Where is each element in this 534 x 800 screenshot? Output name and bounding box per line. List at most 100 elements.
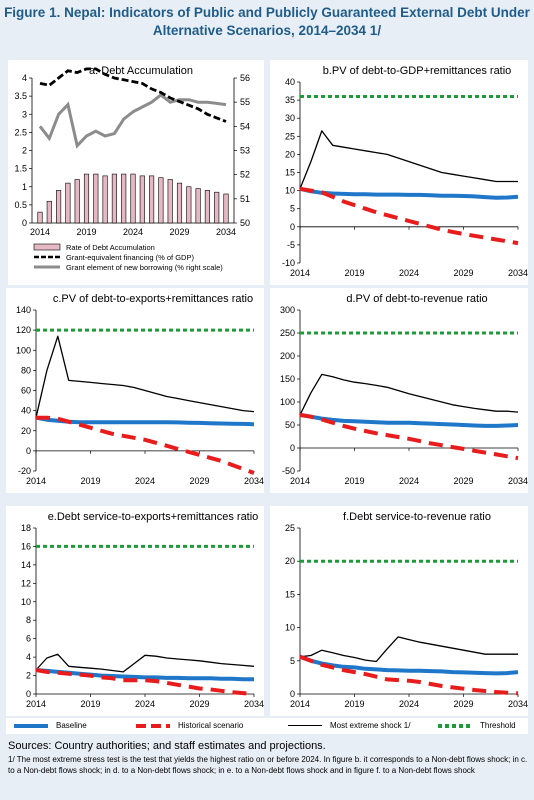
legend-item-historical: Historical scenario bbox=[136, 721, 243, 730]
series-line-baseline-e bbox=[35, 668, 254, 682]
y-tick-label-e: 14 bbox=[21, 560, 31, 570]
y-tick-label-a: 4 bbox=[22, 73, 27, 83]
y-tick-label-f: 15 bbox=[285, 589, 295, 599]
y-tick-label-c: 20 bbox=[21, 426, 31, 436]
y-tick-label-e: 8 bbox=[26, 615, 31, 625]
footnote: 1/ The most extreme stress test is the t… bbox=[8, 755, 528, 775]
chart-panel-e: e.Debt service-to-exports+remittances ra… bbox=[6, 506, 264, 716]
legend-label-historical: Historical scenario bbox=[178, 721, 244, 730]
y-tick-label-e: 6 bbox=[26, 634, 31, 644]
x-tick-label-c: 2019 bbox=[80, 476, 100, 486]
series-line-grant-equivalent bbox=[39, 67, 227, 123]
bar-debt-accumulation bbox=[139, 175, 145, 224]
bar-debt-accumulation bbox=[56, 190, 62, 224]
y-tick-label-a: 3 bbox=[22, 109, 27, 119]
y-tick-label-c: 140 bbox=[16, 305, 31, 315]
y2-tick-label-a: 50 bbox=[240, 218, 250, 228]
x-tick-label-b: 2024 bbox=[399, 268, 419, 278]
x-tick-label-a: 2034 bbox=[216, 227, 236, 237]
chart-panel-a: a. Debt Accumulation 0 0.5 1 1.5 2 2.5 3 3.5 4 50 5… bbox=[8, 60, 264, 285]
x-tick-label-a: 2014 bbox=[30, 227, 50, 237]
bar-debt-accumulation bbox=[121, 173, 127, 224]
x-tick-label-c: 2029 bbox=[189, 476, 209, 486]
y-tick-label-b: 5 bbox=[290, 204, 295, 214]
y-tick-label-d: 300 bbox=[280, 305, 295, 315]
y-tick-label-c: 60 bbox=[21, 386, 31, 396]
y-tick-label-c: 40 bbox=[21, 406, 31, 416]
y-tick-label-e: 18 bbox=[21, 523, 31, 533]
legend-label-a-0: Rate of Debt Accumulation bbox=[66, 243, 155, 252]
y-tick-label-d: 250 bbox=[280, 328, 295, 338]
y-tick-label-f: 5 bbox=[290, 656, 295, 666]
bar-debt-accumulation bbox=[130, 173, 136, 224]
x-tick-label-b: 2019 bbox=[344, 268, 364, 278]
bar-debt-accumulation bbox=[149, 175, 155, 224]
chart-svg-f: f.Debt service-to-revenue ratio051015202… bbox=[285, 511, 528, 709]
legend-item-baseline: Baseline bbox=[14, 721, 87, 730]
series-line-extreme-d bbox=[299, 373, 519, 416]
legend-item-extreme: Most extreme shock 1/ bbox=[288, 721, 410, 730]
bar-debt-accumulation bbox=[93, 173, 99, 224]
chart-title-d: d.PV of debt-to-revenue ratio bbox=[346, 293, 487, 305]
y-tick-label-e: 16 bbox=[21, 541, 31, 551]
legend-swatch-historical bbox=[136, 723, 170, 728]
x-tick-label-c: 2034 bbox=[244, 476, 264, 486]
bar-debt-accumulation bbox=[158, 177, 164, 224]
x-tick-label-f: 2029 bbox=[453, 699, 473, 709]
chart-svg-e: e.Debt service-to-exports+remittances ra… bbox=[21, 511, 264, 709]
y-tick-label-a: 3.5 bbox=[14, 91, 27, 101]
legend-swatch-baseline bbox=[14, 723, 48, 728]
y2-tick-label-a: 56 bbox=[240, 73, 250, 83]
y-tick-label-c: -20 bbox=[18, 466, 31, 476]
x-tick-label-e: 2029 bbox=[189, 699, 209, 709]
legend-swatch-extreme bbox=[288, 724, 322, 727]
y-tick-label-e: 0 bbox=[26, 689, 31, 699]
chart-title-b: b.PV of debt-to-GDP+remittances ratio bbox=[323, 65, 512, 77]
y-tick-label-c: 100 bbox=[16, 345, 31, 355]
series-line-historical-d bbox=[299, 412, 519, 461]
bar-debt-accumulation bbox=[46, 200, 52, 224]
x-tick-label-d: 2029 bbox=[453, 476, 473, 486]
legend-label-threshold: Threshold bbox=[480, 721, 516, 730]
series-line-extreme-b bbox=[299, 130, 518, 190]
y2-tick-label-a: 53 bbox=[240, 146, 250, 156]
bar-debt-accumulation bbox=[186, 186, 192, 224]
x-tick-label-c: 2024 bbox=[135, 476, 155, 486]
y-tick-label-b: 10 bbox=[285, 186, 295, 196]
bar-debt-accumulation bbox=[204, 190, 210, 224]
y2-tick-label-a: 52 bbox=[240, 170, 250, 180]
series-line-baseline-f bbox=[299, 654, 519, 676]
x-tick-label-a: 2024 bbox=[123, 227, 143, 237]
y-tick-label-e: 2 bbox=[26, 671, 31, 681]
y2-tick-label-a: 55 bbox=[240, 97, 250, 107]
chart-title-f: f.Debt service-to-revenue ratio bbox=[343, 511, 491, 523]
series-line-extreme-e bbox=[35, 653, 255, 673]
chart-title-c: c.PV of debt-to-exports+remittances rati… bbox=[53, 293, 253, 305]
series-line-baseline-c bbox=[35, 415, 255, 427]
x-tick-label-f: 2019 bbox=[344, 699, 364, 709]
series-line-historical-b bbox=[299, 186, 519, 246]
y-tick-label-c: 120 bbox=[16, 325, 31, 335]
y-tick-label-b: 40 bbox=[285, 77, 295, 87]
y-tick-label-a: 0 bbox=[22, 218, 27, 228]
chart-svg-a: a. Debt Accumulation 0 0.5 1 1.5 2 2.5 3 3.5 4 50 5… bbox=[14, 65, 250, 272]
y-tick-label-a: 2.5 bbox=[14, 127, 27, 137]
bar-debt-accumulation bbox=[102, 175, 108, 224]
legend-swatch-debt-accumulation bbox=[33, 243, 61, 251]
legend-label-baseline: Baseline bbox=[56, 721, 87, 730]
bar-debt-accumulation bbox=[74, 179, 80, 224]
y-tick-label-a: 2 bbox=[22, 146, 27, 156]
x-tick-label-e: 2034 bbox=[244, 699, 264, 709]
y-tick-label-b: 0 bbox=[290, 222, 295, 232]
y-tick-label-a: 0.5 bbox=[14, 200, 27, 210]
chart-panel-f: f.Debt service-to-revenue ratio 0 5 10 15 20 2… bbox=[270, 506, 528, 716]
series-line-historical-f bbox=[299, 654, 519, 696]
bar-debt-accumulation bbox=[83, 173, 90, 224]
series-line-baseline-b bbox=[299, 186, 519, 200]
y2-tick-label-a: 54 bbox=[240, 121, 250, 131]
x-tick-label-b: 2014 bbox=[290, 268, 310, 278]
y-tick-label-f: 10 bbox=[285, 623, 295, 633]
x-tick-label-a: 2029 bbox=[169, 227, 189, 237]
x-tick-label-e: 2024 bbox=[135, 699, 155, 709]
sources-note: Sources: Country authorities; and staff … bbox=[8, 740, 326, 752]
